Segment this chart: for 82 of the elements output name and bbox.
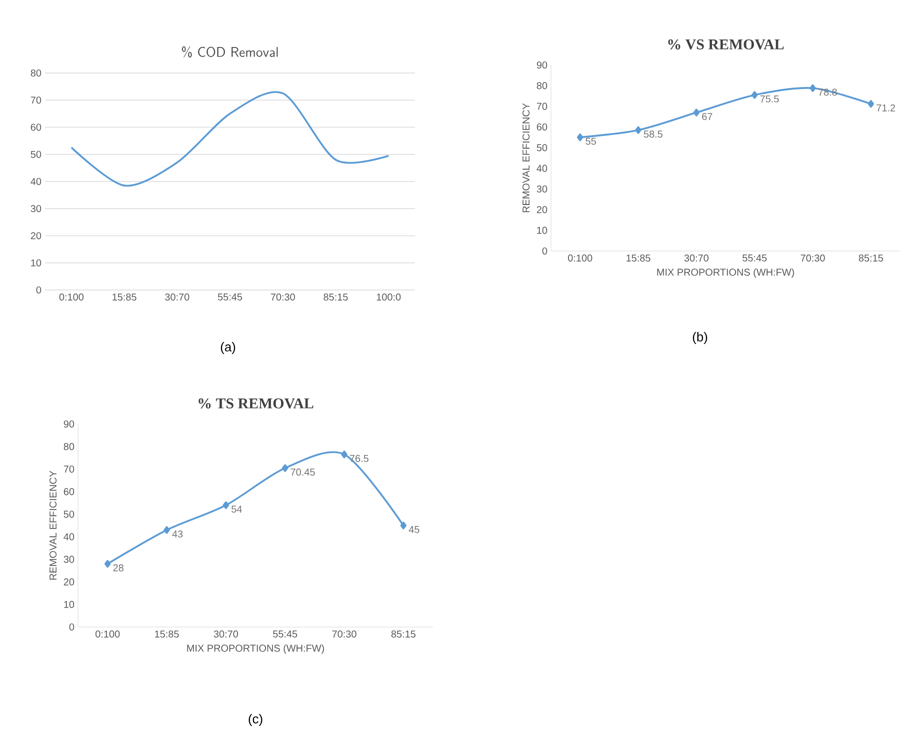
x-tick-label: 30:70 xyxy=(165,294,190,301)
chart-title: % COD Removal xyxy=(182,46,278,58)
point xyxy=(635,126,642,134)
y-tick-label: 70 xyxy=(536,102,548,110)
data-label: 43 xyxy=(172,530,183,538)
x-tick-label: 85:15 xyxy=(324,294,348,301)
y-axis-title: REMOVAL EFFICIENCY xyxy=(522,103,530,212)
x-tick-label: 70:30 xyxy=(270,294,295,301)
data-label: 58.5 xyxy=(644,130,662,138)
x-tick-label: 100:0 xyxy=(376,294,401,301)
data-label: 76.5 xyxy=(350,454,368,462)
point xyxy=(693,108,700,116)
x-tick-label: 15:85 xyxy=(626,254,650,262)
text: (a) xyxy=(220,342,236,354)
point xyxy=(810,84,816,92)
point xyxy=(222,501,230,510)
y-tick-label: 10 xyxy=(537,226,548,234)
y-tick-label: 30 xyxy=(30,205,42,212)
y-tick-label: 30 xyxy=(536,185,548,193)
y-tick-label: 0 xyxy=(542,247,548,255)
data-label: 71.2 xyxy=(876,104,896,112)
y-tick-label: 80 xyxy=(64,443,74,450)
y-tick-label: 80 xyxy=(536,82,548,90)
x-tick-label: 55:45 xyxy=(742,254,767,262)
y-tick-label: 60 xyxy=(30,124,42,131)
y-tick-label: 20 xyxy=(64,578,74,586)
x-tick-label: 70:30 xyxy=(332,630,356,638)
data-label: 45 xyxy=(408,526,420,533)
x-tick-label: 15:85 xyxy=(112,294,136,301)
x-tick-label: 55:45 xyxy=(273,630,298,638)
y-tick-label: 10 xyxy=(64,600,74,608)
point xyxy=(341,450,348,458)
y-tick-label: 40 xyxy=(64,533,74,540)
x-tick-label: 0:100 xyxy=(568,254,592,262)
x-tick-label: 85:15 xyxy=(858,254,883,262)
y-tick-label: 70 xyxy=(30,96,42,104)
data-label: 67 xyxy=(702,112,712,120)
point xyxy=(576,133,584,142)
y-tick-label: 60 xyxy=(536,123,548,131)
chart-title: % TS REMOVAL xyxy=(198,398,314,409)
data-label: 70.45 xyxy=(290,468,315,476)
x-tick-label: 70:30 xyxy=(800,254,825,262)
data-label: 54 xyxy=(232,506,242,513)
point xyxy=(104,560,111,568)
point xyxy=(400,522,407,530)
y-tick-label: 20 xyxy=(30,232,42,240)
x-tick-label: 0:100 xyxy=(96,630,120,638)
x-tick-label: 85:15 xyxy=(391,630,416,638)
point xyxy=(164,526,170,534)
y-tick-label: 90 xyxy=(536,61,548,69)
y-tick-label: 60 xyxy=(64,488,74,496)
x-axis-title: MIX PROPORTIONS (WH:FW) xyxy=(187,644,324,654)
y-tick-label: 40 xyxy=(536,164,548,172)
data-label: 75.5 xyxy=(760,95,779,102)
y-axis-title: REMOVAL EFFICIENCY xyxy=(50,470,57,580)
point xyxy=(868,100,874,108)
y-tick-label: 80 xyxy=(30,69,42,77)
y-tick-label: 40 xyxy=(30,178,42,186)
point xyxy=(282,464,288,472)
line-series xyxy=(70,91,390,187)
y-tick-label: 90 xyxy=(64,420,74,428)
x-tick-label: 30:70 xyxy=(684,254,709,262)
x-axis-title: MIX PROPORTIONS (WH:FW) xyxy=(657,268,794,278)
y-tick-label: 50 xyxy=(30,150,42,158)
y-tick-label: 0 xyxy=(36,286,42,294)
point xyxy=(751,91,758,99)
y-tick-label: 50 xyxy=(64,510,74,518)
y-tick-label: 0 xyxy=(69,623,74,631)
y-tick-label: 20 xyxy=(536,206,548,214)
y-tick-label: 50 xyxy=(536,144,548,152)
x-tick-label: 15:85 xyxy=(155,630,179,638)
x-tick-label: 30:70 xyxy=(214,630,238,638)
x-tick-label: 0:100 xyxy=(59,294,84,301)
y-tick-label: 10 xyxy=(31,259,42,266)
text: (c) xyxy=(248,714,262,726)
x-tick-label: 55:45 xyxy=(218,294,242,300)
y-tick-label: 70 xyxy=(64,466,74,473)
text: (b) xyxy=(692,332,708,344)
y-tick-label: 30 xyxy=(64,556,74,563)
data-label: 28 xyxy=(113,564,124,572)
chart-title: % VS REMOVAL xyxy=(668,39,784,50)
data-label: 55 xyxy=(586,138,596,145)
